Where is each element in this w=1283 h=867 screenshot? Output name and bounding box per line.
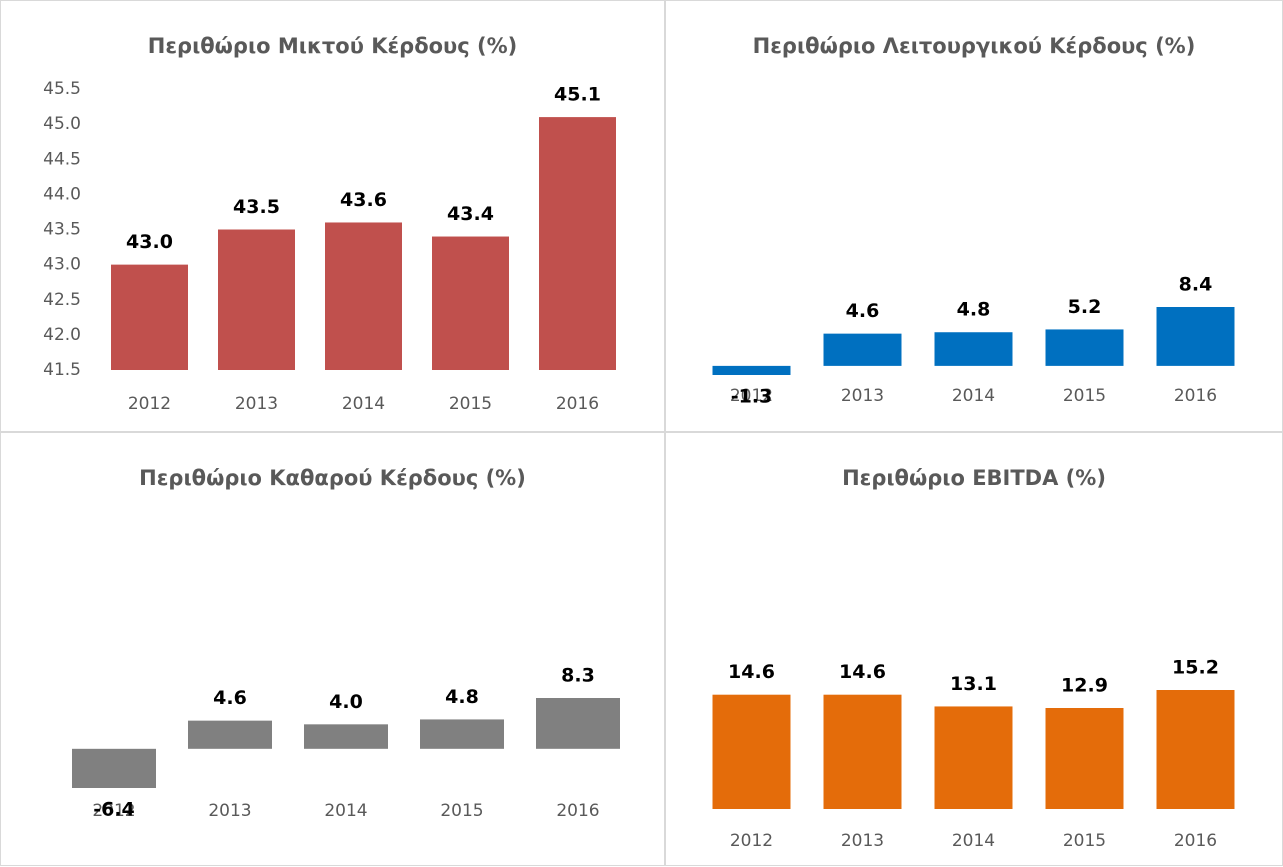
- y-tick-label: 42.0: [43, 325, 81, 345]
- bar: [1045, 329, 1124, 366]
- bar: [188, 720, 272, 749]
- data-label: 43.0: [126, 231, 173, 253]
- data-label: 8.3: [561, 665, 595, 687]
- bar: [823, 333, 902, 366]
- bar: [1156, 307, 1235, 366]
- chart: 2012-1.3 2013 4.6 2014 4.8 2015 5.2 2016 8.4: [712, 274, 1235, 408]
- x-tick-label: 2014: [952, 386, 995, 406]
- data-label: 43.6: [340, 189, 387, 211]
- chart-title: Περιθώριο Λειτουργικού Κέρδους (%): [752, 34, 1196, 58]
- x-tick-label: 2012: [92, 801, 135, 821]
- chart: 2012 14.6 2013 14.6 2014 13.1 2015 12.9 2016 15.2: [712, 657, 1235, 851]
- x-tick-label: 2012: [128, 394, 171, 414]
- data-label: 12.9: [1061, 675, 1108, 697]
- x-tick-label: 2015: [1063, 831, 1106, 851]
- chart: 2012-6.4 2013 4.6 2014 4.0 2015 4.8 2016 8.3: [72, 665, 620, 821]
- data-label: 4.0: [329, 691, 363, 713]
- bar: [823, 694, 902, 809]
- bar: [536, 698, 620, 749]
- bar: [420, 719, 504, 749]
- bar: [934, 332, 1013, 366]
- data-label: 43.5: [233, 196, 280, 218]
- x-tick-label: 2016: [556, 394, 599, 414]
- panel: Περιθώριο Μικτού Κέρδους (%) 41.5 42.0 42.5…: [0, 0, 665, 432]
- chart-title: Περιθώριο EBITDA (%): [842, 466, 1106, 490]
- data-label: 8.4: [1179, 274, 1213, 296]
- bar: [304, 724, 388, 749]
- bar: [218, 229, 295, 370]
- x-tick-label: 2016: [1174, 386, 1217, 406]
- bar: [1156, 690, 1235, 809]
- bar: [712, 694, 791, 809]
- x-tick-label: 2014: [342, 394, 385, 414]
- y-tick-label: 43.0: [43, 255, 81, 275]
- y-tick-label: 45.0: [43, 114, 81, 134]
- x-tick-label: 2013: [841, 386, 884, 406]
- y-tick-label: 45.5: [43, 79, 81, 99]
- bar: [1045, 708, 1124, 809]
- x-tick-label: 2016: [556, 801, 599, 821]
- data-label: 5.2: [1068, 296, 1102, 318]
- panel: Περιθώριο EBITDA (%) 2012 14.6 2013 14.6 2014…: [665, 432, 1283, 866]
- chart-title: Περιθώριο Μικτού Κέρδους (%): [147, 34, 518, 58]
- y-tick-label: 42.5: [43, 290, 81, 310]
- chart-title: Περιθώριο Καθαρού Κέρδους (%): [139, 466, 526, 490]
- data-label: 13.1: [950, 673, 997, 695]
- y-tick-label: 41.5: [43, 360, 81, 380]
- bar: [539, 117, 616, 370]
- x-tick-label: 2016: [1174, 831, 1217, 851]
- x-tick-label: 2013: [235, 394, 278, 414]
- y-tick-label: 43.5: [43, 220, 81, 240]
- y-tick-label: 44.0: [43, 184, 81, 204]
- chart: 41.5 42.0 42.5 43.0 43.5 44.0 44.5 45.0 45.5 2012…: [43, 79, 616, 414]
- x-tick-label: 2014: [952, 831, 995, 851]
- x-tick-label: 2015: [1063, 386, 1106, 406]
- data-label: 14.6: [839, 661, 886, 683]
- data-label: 4.8: [957, 299, 991, 321]
- data-label: 4.8: [445, 686, 479, 708]
- x-tick-label: 2012: [730, 831, 773, 851]
- x-tick-label: 2012: [730, 386, 773, 406]
- panel: Περιθώριο Λειτουργικού Κέρδους (%) 2012 -1…: [665, 0, 1283, 432]
- data-label: 4.6: [213, 687, 247, 709]
- x-tick-label: 2013: [208, 801, 251, 821]
- x-tick-label: 2015: [449, 394, 492, 414]
- bar: [325, 222, 402, 370]
- panel: Περιθώριο Καθαρού Κέρδους (%) 2012 -6.4 201…: [0, 432, 665, 866]
- bar: [111, 264, 188, 370]
- data-label: -1.3: [731, 386, 773, 408]
- bar: [432, 236, 509, 370]
- data-label: 4.6: [846, 300, 880, 322]
- x-tick-label: 2015: [440, 801, 483, 821]
- data-label: 15.2: [1172, 657, 1219, 679]
- data-label: 43.4: [447, 203, 494, 225]
- bar: [712, 365, 791, 375]
- bar: [934, 706, 1013, 809]
- y-tick-label: 44.5: [43, 149, 81, 169]
- data-label: 14.6: [728, 661, 775, 683]
- data-label: -6.4: [93, 799, 135, 821]
- x-tick-label: 2014: [324, 801, 367, 821]
- x-tick-label: 2013: [841, 831, 884, 851]
- data-label: 45.1: [554, 84, 601, 106]
- bar: [72, 748, 156, 788]
